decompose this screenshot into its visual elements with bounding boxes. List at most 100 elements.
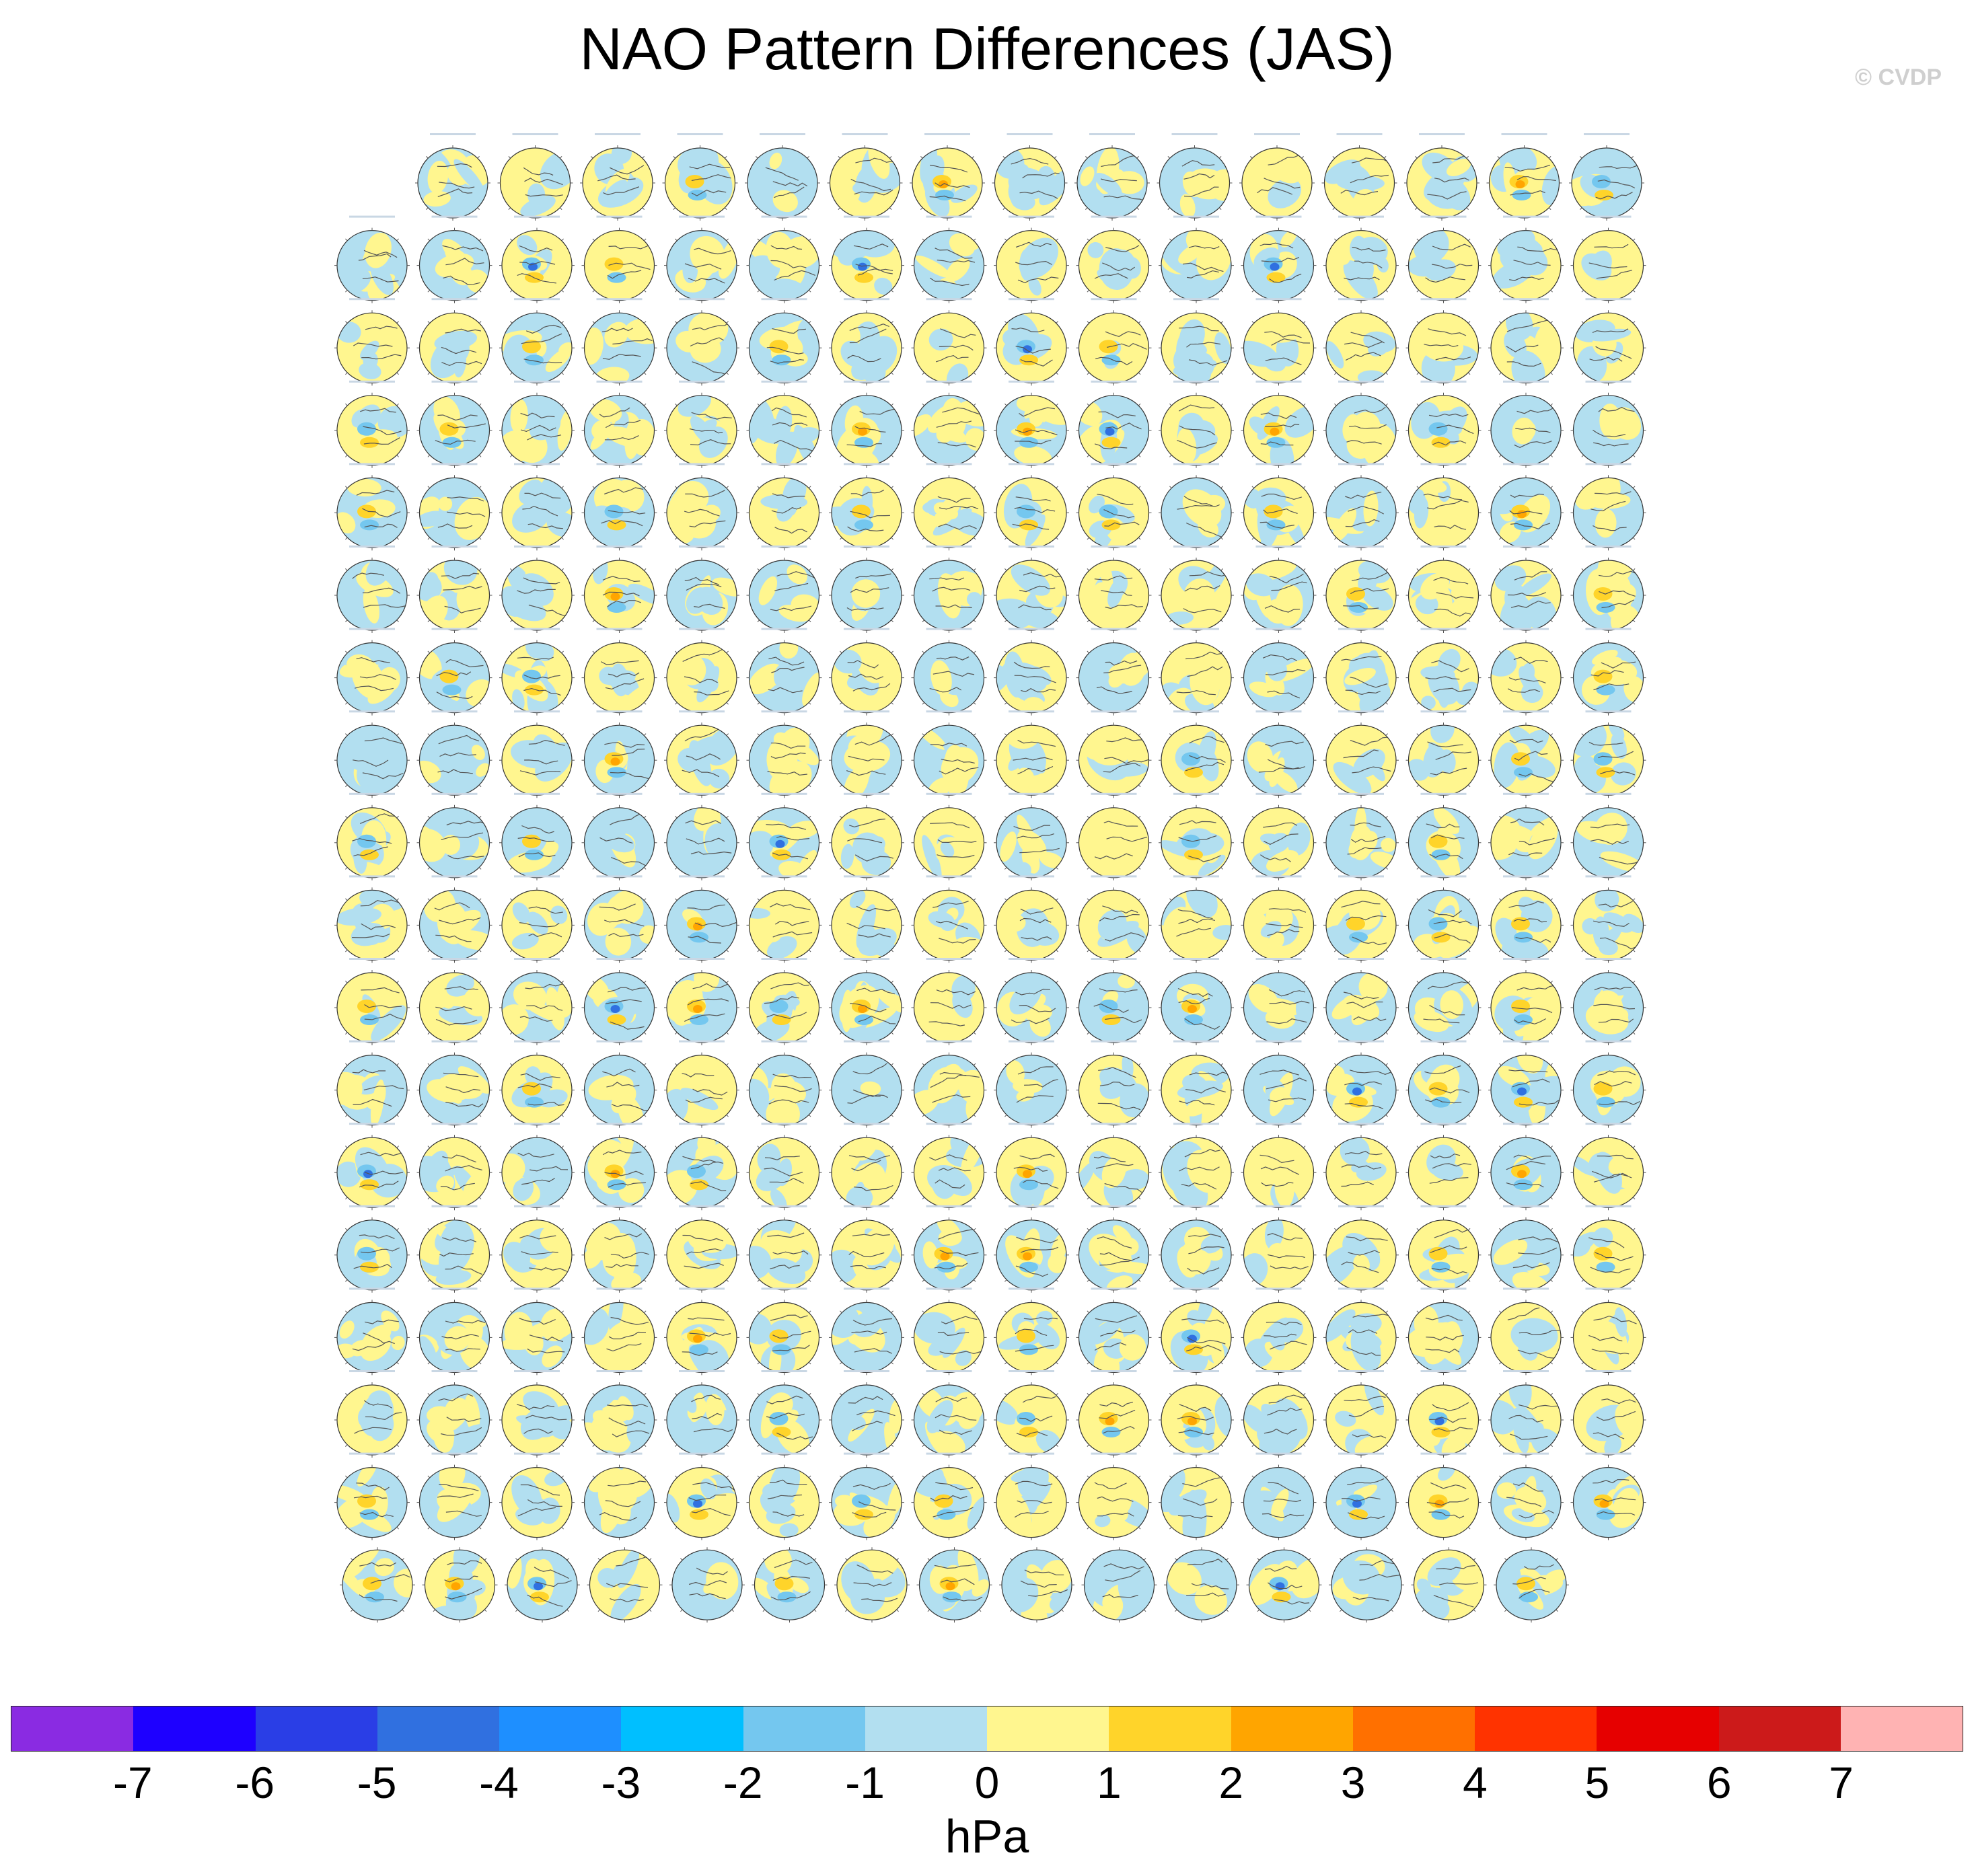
- anomaly-patch: [683, 500, 699, 533]
- longitude-tick: [1169, 1228, 1172, 1231]
- longitude-tick: [757, 537, 760, 540]
- anomaly-patch: [1271, 155, 1304, 184]
- panel-title-mark: [1420, 215, 1467, 218]
- coastline: [1178, 820, 1221, 862]
- longitude-tick: [396, 815, 399, 819]
- coastline: [935, 328, 976, 363]
- longitude-tick: [1550, 1310, 1553, 1313]
- map-panel: [334, 628, 410, 716]
- longitude-tick: [675, 1393, 678, 1396]
- longitude-tick: [1385, 1393, 1388, 1396]
- coastline: [847, 324, 889, 363]
- longitude-tick: [675, 1146, 678, 1148]
- coastline: [846, 573, 891, 611]
- map-panel: [334, 1205, 410, 1293]
- anomaly-patch: [1518, 573, 1551, 597]
- longitude-tick: [1138, 403, 1141, 406]
- longitude-tick: [561, 1146, 564, 1148]
- longitude-tick: [1303, 650, 1306, 654]
- longitude-tick: [427, 1393, 431, 1396]
- coastline: [1011, 328, 1053, 367]
- anomaly-patch: [502, 586, 525, 617]
- map-panel: [334, 875, 410, 963]
- map-panel: [416, 875, 492, 963]
- longitude-tick: [591, 207, 593, 210]
- anomaly-core: [610, 593, 620, 601]
- longitude-tick: [1251, 568, 1255, 571]
- longitude-tick: [1581, 455, 1584, 457]
- anomaly-core: [1592, 175, 1611, 188]
- map-panel: [1323, 1123, 1399, 1211]
- longitude-tick: [561, 1279, 564, 1282]
- longitude-tick: [1056, 403, 1058, 406]
- map-panel: [1159, 710, 1234, 798]
- longitude-tick: [1467, 1063, 1471, 1066]
- panel-title-mark: [1585, 546, 1632, 548]
- longitude-tick: [478, 486, 482, 488]
- longitude-tick: [643, 537, 647, 540]
- panel-title-mark: [926, 463, 972, 465]
- coastline: [1264, 331, 1311, 365]
- longitude-tick: [1632, 238, 1636, 241]
- map-panel: [1570, 380, 1646, 468]
- longitude-tick: [1251, 455, 1255, 457]
- longitude-tick: [808, 1310, 811, 1313]
- longitude-tick: [1497, 207, 1500, 210]
- longitude-tick: [396, 981, 399, 983]
- longitude-tick: [922, 1032, 925, 1035]
- anomaly-core: [1266, 519, 1286, 531]
- longitude-tick: [1416, 568, 1420, 571]
- longitude-tick: [1548, 207, 1551, 210]
- longitude-tick: [1550, 898, 1553, 901]
- panel-title-mark: [1089, 133, 1135, 135]
- map-panel: [1241, 298, 1317, 386]
- longitude-tick: [840, 981, 842, 983]
- panel-title-mark: [596, 463, 643, 465]
- anomaly-patch: [628, 583, 655, 605]
- longitude-tick: [726, 1361, 729, 1365]
- longitude-tick: [592, 1279, 595, 1282]
- longitude-tick: [1056, 867, 1058, 870]
- longitude-tick: [1087, 867, 1090, 870]
- longitude-tick: [1334, 1393, 1337, 1396]
- panel-title-mark: [1419, 133, 1465, 135]
- longitude-tick: [1416, 1228, 1420, 1231]
- longitude-tick: [1004, 1228, 1007, 1231]
- longitude-tick: [1416, 1444, 1420, 1447]
- anomaly-patch: [439, 331, 470, 365]
- longitude-tick: [1303, 1228, 1306, 1231]
- panel-title-mark: [1091, 1370, 1137, 1372]
- panel-title-mark: [349, 1123, 395, 1125]
- longitude-tick: [1416, 650, 1420, 654]
- anomaly-patch: [1434, 496, 1469, 523]
- longitude-tick: [1169, 784, 1172, 788]
- anomaly-patch: [471, 745, 485, 760]
- longitude-tick: [973, 486, 976, 488]
- coastline: [436, 659, 484, 700]
- map-panel: [746, 1123, 822, 1211]
- longitude-tick: [592, 238, 595, 241]
- longitude-tick: [1467, 1279, 1471, 1282]
- longitude-tick: [1138, 1063, 1141, 1066]
- longitude-tick: [1056, 372, 1058, 375]
- anomaly-core: [1019, 519, 1038, 531]
- anomaly-patch: [1019, 237, 1058, 279]
- panel-title-mark: [1091, 380, 1137, 383]
- anomaly-patch: [840, 340, 867, 367]
- longitude-tick: [1632, 981, 1636, 983]
- longitude-tick: [675, 1115, 678, 1117]
- longitude-tick: [1087, 898, 1090, 901]
- anomaly-patch: [1037, 489, 1066, 526]
- longitude-tick: [1467, 1361, 1471, 1365]
- longitude-tick: [1632, 403, 1636, 406]
- anomaly-patch: [1266, 659, 1288, 681]
- map-panel: [1570, 463, 1646, 551]
- map-panel: [334, 1370, 410, 1458]
- longitude-tick: [592, 372, 595, 375]
- anomaly-core: [1101, 1427, 1121, 1437]
- anomaly-core: [1019, 437, 1038, 448]
- longitude-tick: [427, 1279, 431, 1282]
- map-panel: [746, 546, 822, 633]
- map-panel: [992, 133, 1068, 221]
- coastline: [1176, 651, 1223, 696]
